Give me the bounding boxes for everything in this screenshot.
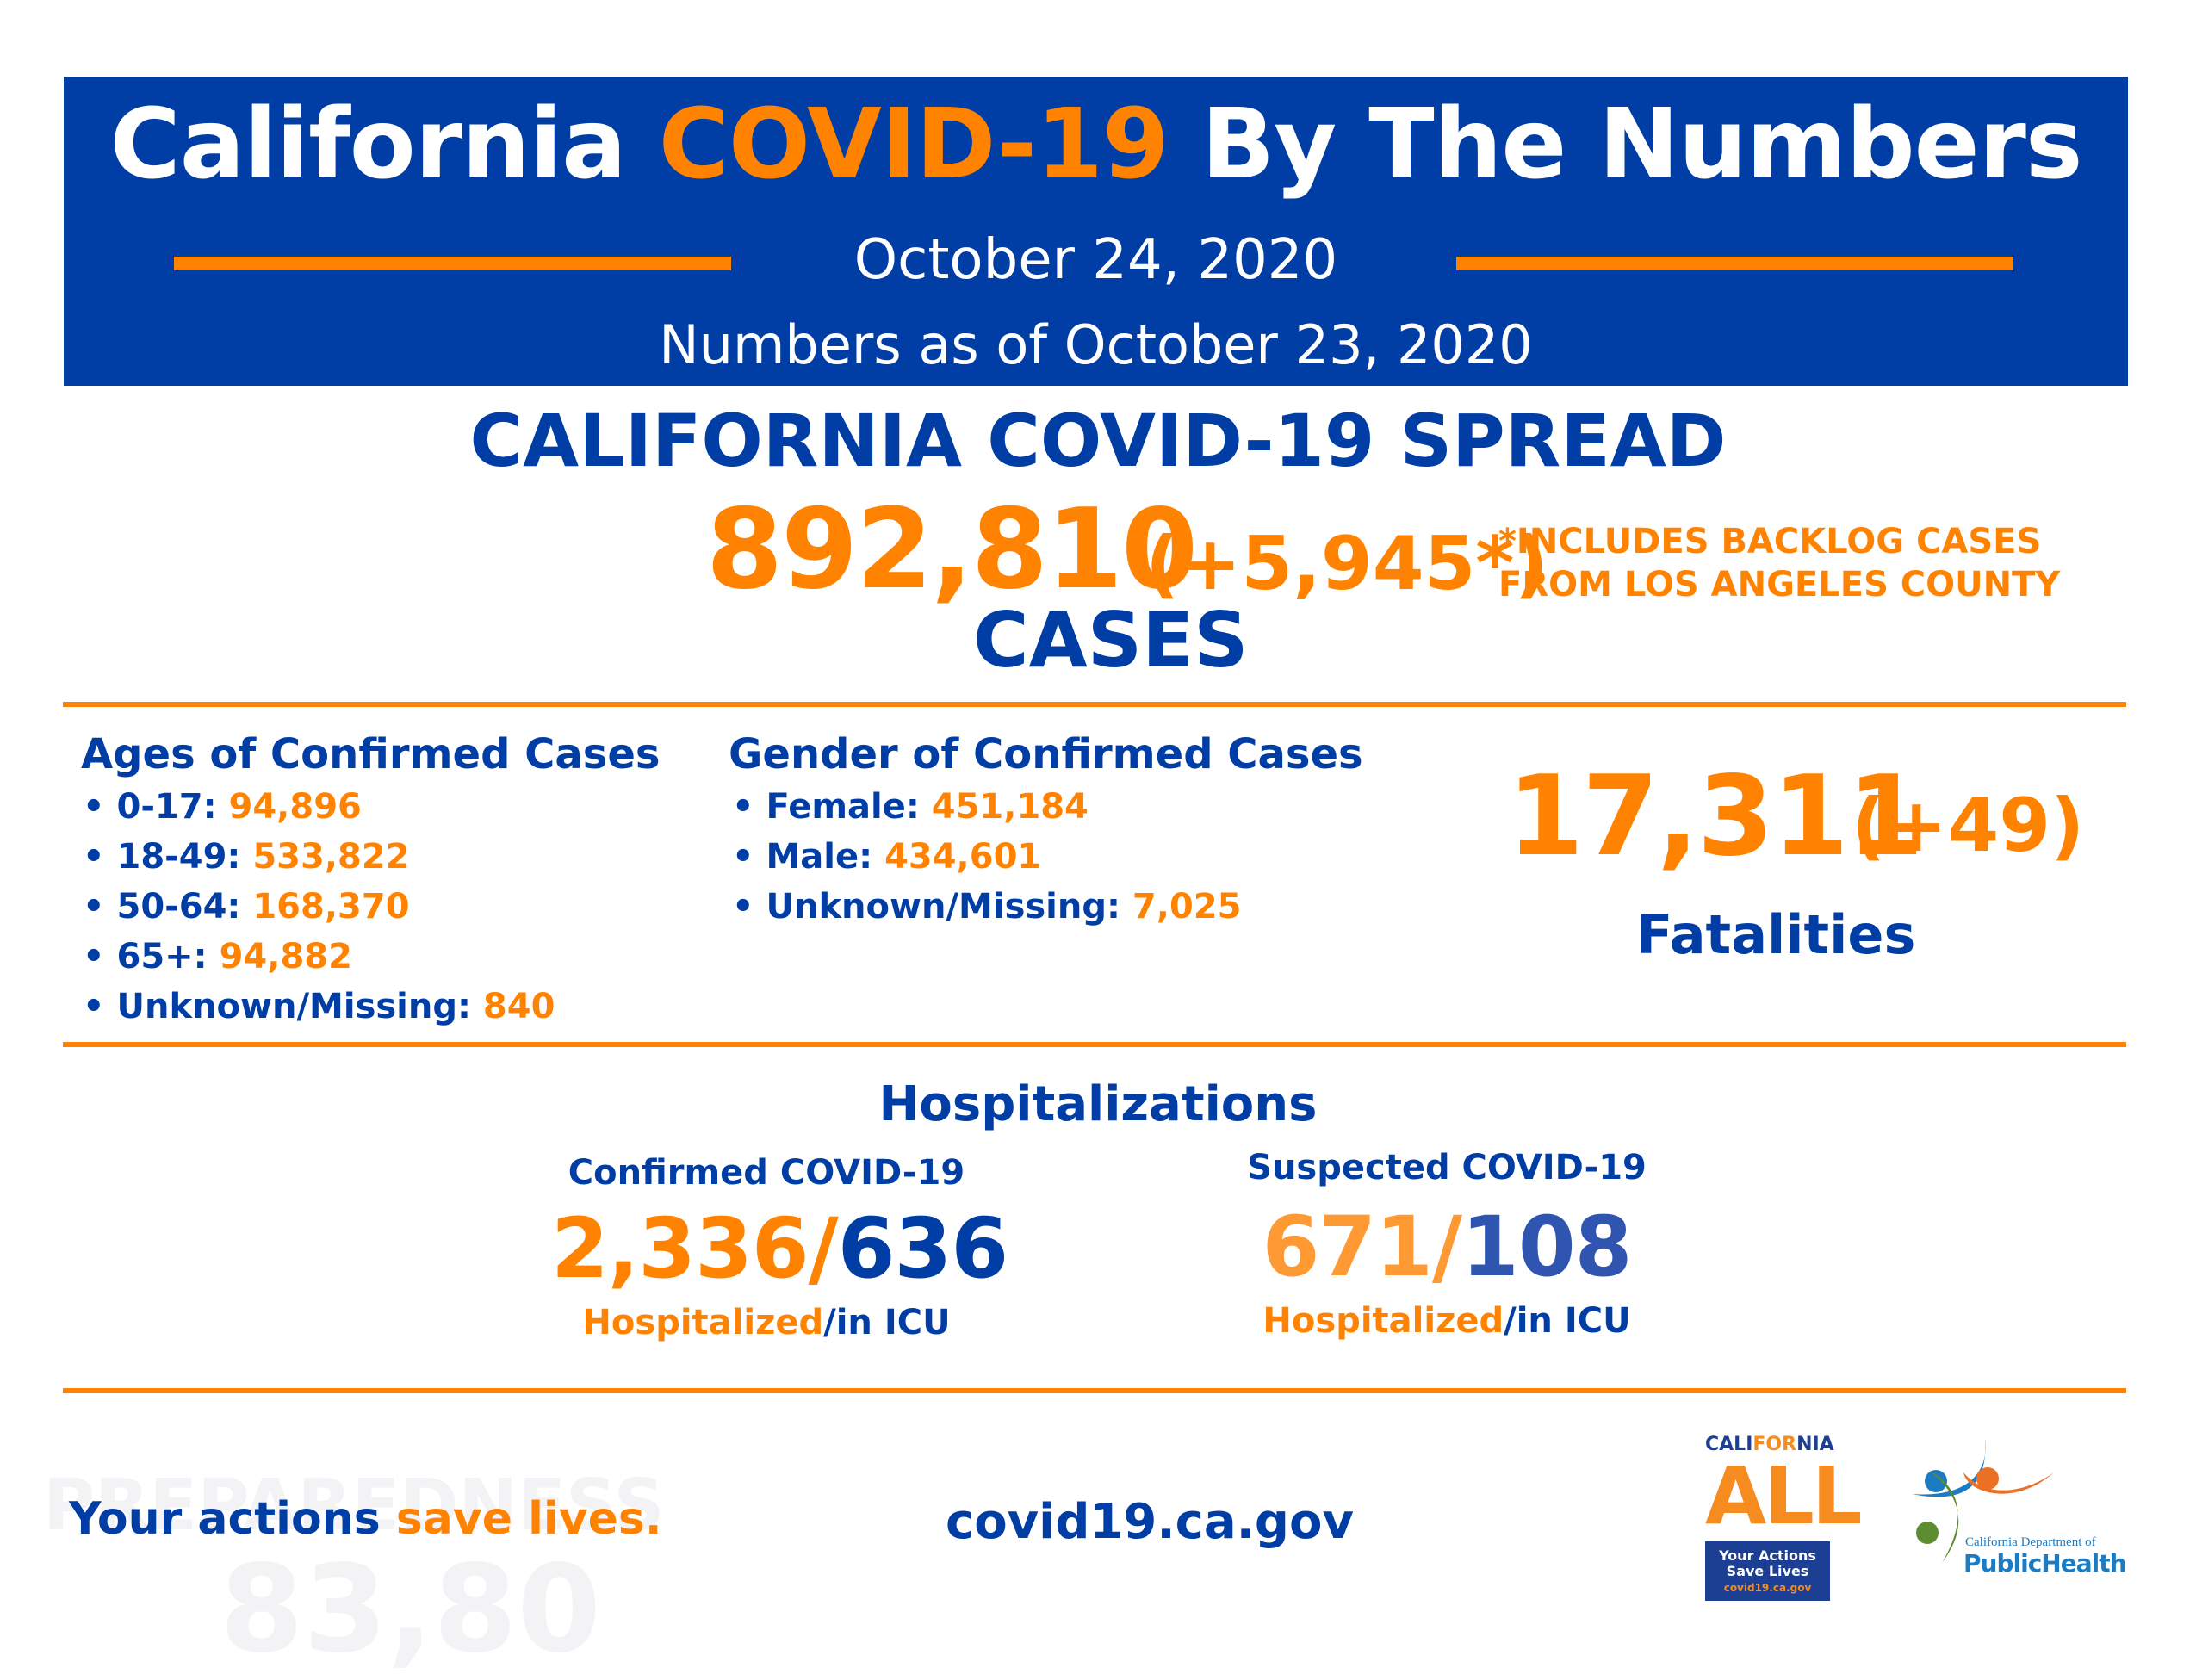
gender-item: • Unknown/Missing: 7,025 bbox=[732, 887, 1242, 927]
ghost-text: PREPAREDNESS bbox=[43, 1465, 665, 1547]
suspected-caption: Hospitalized/in ICU bbox=[1262, 1301, 1631, 1341]
title-accent: COVID-19 bbox=[658, 89, 1169, 201]
title-prefix: California bbox=[109, 89, 627, 201]
divider-2 bbox=[63, 1042, 2126, 1047]
divider-1 bbox=[63, 702, 2126, 707]
suspected-values: 671/108 bbox=[1262, 1199, 1633, 1295]
confirmed-caption: Hospitalized/in ICU bbox=[582, 1303, 951, 1342]
ages-heading: Ages of Confirmed Cases bbox=[81, 730, 661, 778]
california-for-all-logo: CALIFORNIA ALL Your Actions Save Lives c… bbox=[1705, 1434, 1862, 1601]
header-banner bbox=[64, 77, 2128, 386]
confirmed-hospitalizations: Confirmed COVID-19 2,336/636 Hospitalize… bbox=[551, 1153, 1008, 1342]
age-item: • 65+: 94,882 bbox=[83, 937, 352, 976]
website-link[interactable]: covid19.ca.gov bbox=[946, 1494, 1354, 1550]
report-date: October 24, 2020 bbox=[853, 228, 1338, 292]
title-suffix: By The Numbers bbox=[1200, 89, 2083, 201]
cdph-logo: California Department of PublicHealth bbox=[1903, 1434, 2144, 1578]
gender-heading: Gender of Confirmed Cases bbox=[729, 730, 1363, 778]
new-fatalities: (+49) bbox=[1852, 783, 2085, 869]
ghost-number: 83,80 bbox=[220, 1540, 601, 1680]
cases-label: CASES bbox=[973, 596, 1249, 685]
divider-3 bbox=[63, 1388, 2126, 1393]
footnote-line-2: FROM LOS ANGELES COUNTY bbox=[1498, 565, 2061, 604]
total-fatalities: 17,311 bbox=[1507, 753, 1924, 881]
backlog-footnote: *INCLUDES BACKLOG CASES FROM LOS ANGELES… bbox=[1498, 520, 2060, 606]
date-divider-right bbox=[1456, 257, 2013, 270]
confirmed-label: Confirmed COVID-19 bbox=[568, 1153, 965, 1193]
age-item: • 0-17: 94,896 bbox=[83, 787, 362, 827]
page-title: California COVID-19 By The Numbers bbox=[64, 96, 2128, 193]
all-wordmark: ALL bbox=[1705, 1450, 1862, 1542]
new-cases: (+5,945*) bbox=[1145, 521, 1548, 607]
confirmed-values: 2,336/636 bbox=[551, 1200, 1008, 1297]
hospitalizations-heading: Hospitalizations bbox=[878, 1076, 1318, 1132]
age-item: • 50-64: 168,370 bbox=[83, 887, 410, 927]
actions-box: Your Actions Save Lives covid19.ca.gov bbox=[1705, 1541, 1830, 1601]
total-cases: 892,810 bbox=[706, 486, 1198, 614]
date-divider-left bbox=[174, 257, 731, 270]
tagline: Your actions save lives. bbox=[69, 1493, 662, 1545]
age-item: • 18-49: 533,822 bbox=[83, 837, 410, 877]
gender-item: • Female: 451,184 bbox=[732, 787, 1089, 827]
suspected-hospitalizations: Suspected COVID-19 671/108 Hospitalized/… bbox=[1231, 1150, 1662, 1338]
numbers-as-of: Numbers as of October 23, 2020 bbox=[659, 313, 1533, 376]
cdph-name: PublicHealth bbox=[1963, 1549, 2127, 1578]
california-wordmark: CALIFORNIA bbox=[1705, 1434, 1834, 1455]
fatalities-label: Fatalities bbox=[1636, 903, 1916, 966]
cdph-figures-icon bbox=[1912, 1438, 2054, 1563]
gender-item: • Male: 434,601 bbox=[732, 837, 1042, 877]
cdph-dept: California Department of bbox=[1965, 1535, 2096, 1549]
footnote-line-1: *INCLUDES BACKLOG CASES bbox=[1498, 522, 2042, 561]
suspected-label: Suspected COVID-19 bbox=[1247, 1148, 1647, 1187]
age-item: • Unknown/Missing: 840 bbox=[83, 987, 555, 1026]
spread-heading: CALIFORNIA COVID-19 SPREAD bbox=[469, 399, 1727, 483]
